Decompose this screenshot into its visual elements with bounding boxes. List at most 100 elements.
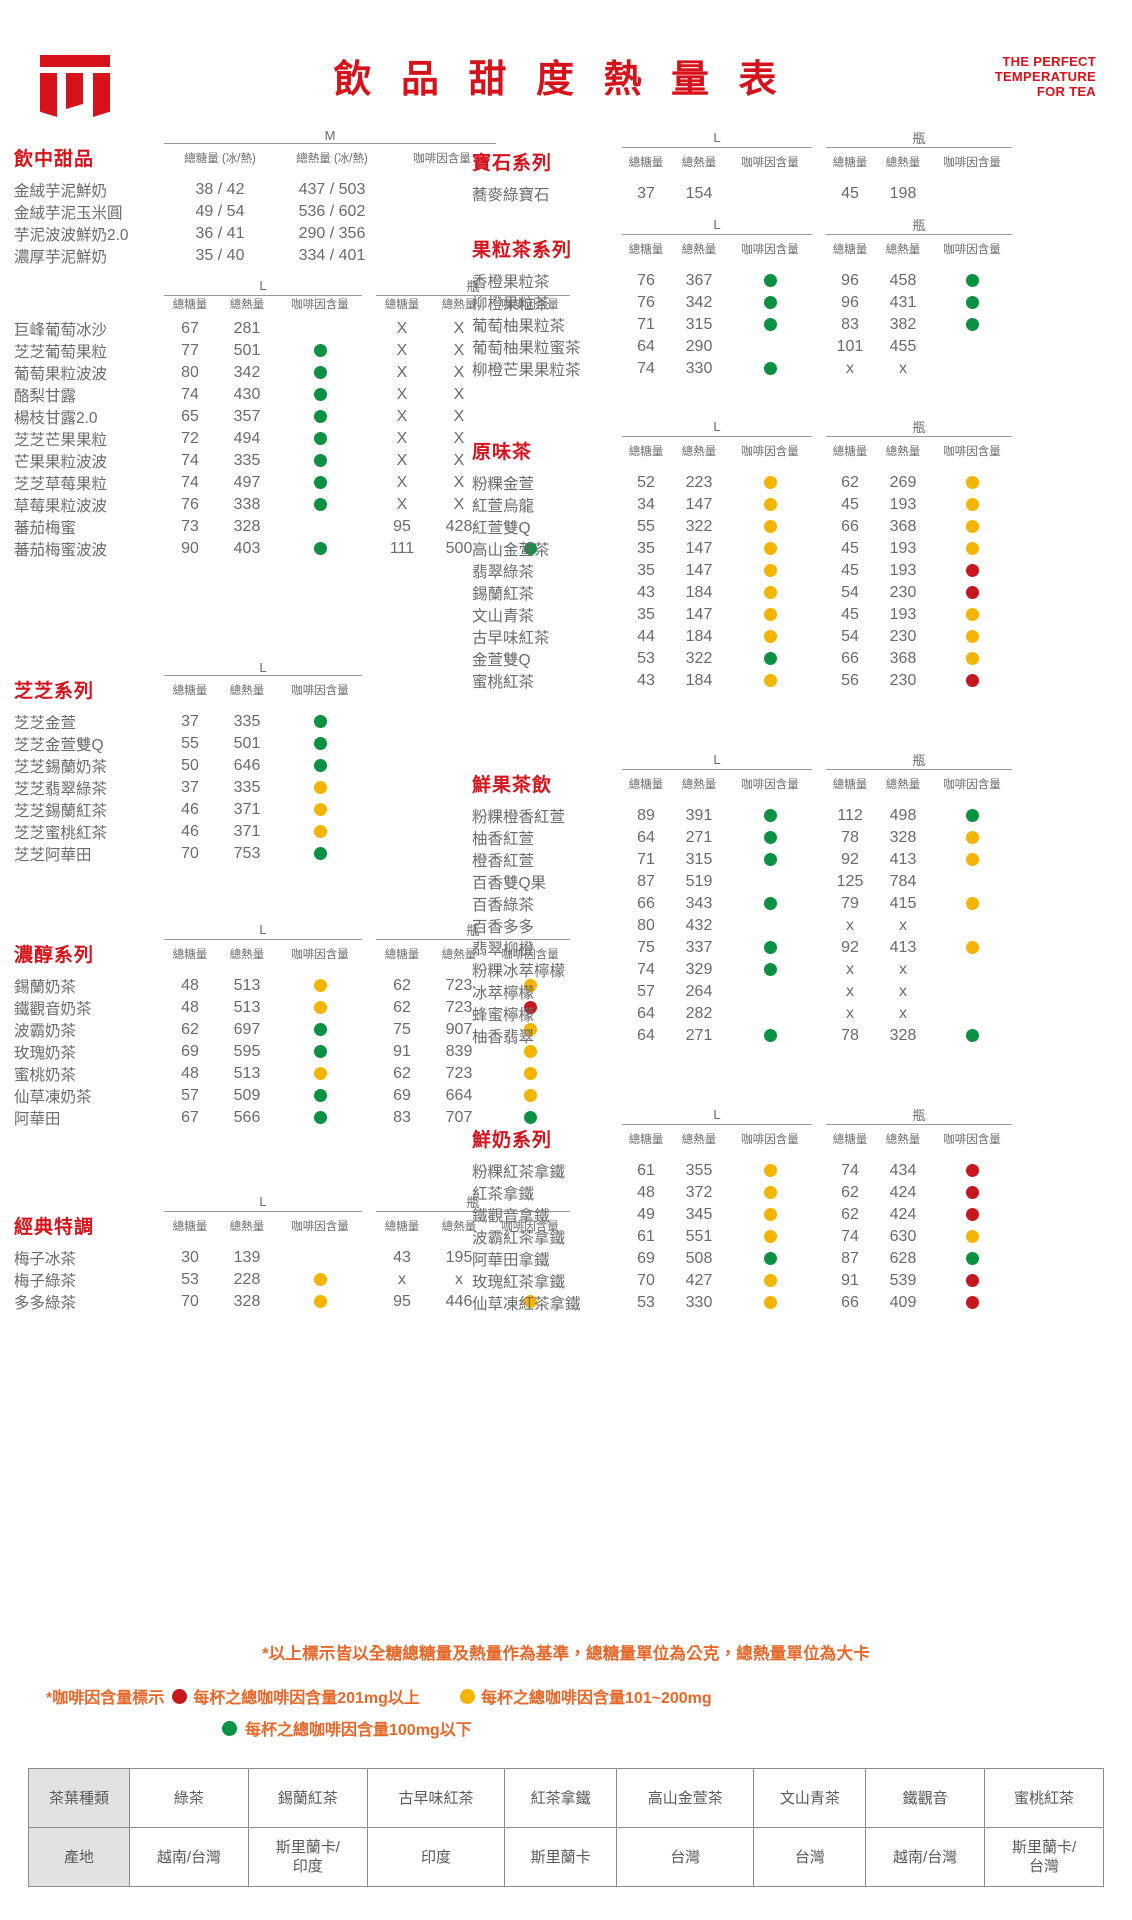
item-name: 鐵觀音拿鐵 — [472, 1207, 550, 1225]
column-header: 總熱量 — [885, 1134, 921, 1147]
caffeine-level-bottle — [932, 1270, 1012, 1292]
caffeine-level — [278, 1107, 362, 1129]
legend-green-dot-icon — [222, 1720, 237, 1736]
caffeine-level — [728, 582, 812, 604]
column-header: 總熱量 — [441, 1221, 477, 1234]
table-row: 玫瑰奶茶 69 595 91 839 — [14, 1041, 570, 1063]
item-name: 梅子冰茶 — [14, 1250, 77, 1268]
caffeine-yellow-dot-icon — [763, 497, 777, 511]
item-name: 蕎麥綠寶石 — [472, 186, 550, 204]
table-row: 濃厚芋泥鮮奶 35 / 40 334 / 401 — [14, 245, 496, 267]
item-name: 柚香紅萱 — [472, 830, 535, 848]
sugar-value-bottle: 54 — [841, 583, 859, 601]
column-header: 總糖量 — [832, 157, 868, 170]
item-name: 芝芝草莓果粒 — [14, 476, 108, 493]
calorie-value: 315 — [685, 850, 713, 868]
item-name: 蜜桃奶茶 — [14, 1066, 77, 1084]
column-header: 咖啡因含量 — [943, 446, 1001, 459]
caffeine-green-dot-icon — [965, 1028, 979, 1042]
column-header: 咖啡因含量 — [501, 1221, 559, 1234]
section-baoshi-series: L 瓶寶石系列 總糖量 總熱量 咖啡因含量 總糖量 總熱量 咖啡因含量 蕎麥綠寶石 37 154 45… — [472, 128, 1012, 205]
caffeine-yellow-dot-icon — [523, 1294, 537, 1308]
calorie-value: 536 / 602 — [298, 202, 366, 220]
sugar-value-bottle: 62 — [393, 976, 411, 994]
caffeine-green-dot-icon — [965, 317, 979, 331]
table-row: 橙香紅萱 71 315 92 413 — [472, 849, 1012, 871]
caffeine-level — [728, 336, 812, 358]
caffeine-yellow-dot-icon — [763, 1185, 777, 1199]
caffeine-level — [728, 981, 812, 1003]
sugar-value: 48 — [181, 1064, 199, 1082]
column-header: 總熱量 — [229, 685, 265, 698]
column-header: 咖啡因含量 — [501, 299, 559, 311]
caffeine-green-dot-icon — [965, 273, 979, 287]
calorie-value: 228 — [233, 1270, 261, 1288]
table-row: 阿華田拿鐵 69 508 87 628 — [472, 1248, 1012, 1270]
caffeine-yellow-dot-icon — [965, 519, 979, 533]
calorie-value-bottle: 198 — [889, 184, 917, 202]
item-name: 芝芝金萱 — [14, 714, 77, 732]
sugar-value-bottle: 45 — [841, 495, 859, 513]
caffeine-level-bottle — [490, 1019, 570, 1041]
calorie-value: 282 — [685, 1004, 713, 1022]
caffeine-level — [728, 538, 812, 560]
sugar-value: 53 — [637, 649, 655, 667]
calorie-value-bottle: 409 — [889, 1293, 917, 1311]
column-header: 總糖量 — [172, 1221, 208, 1234]
table-row: 蜂蜜檸檬 64 282 x x — [472, 1003, 1012, 1025]
table-row: 金絨芋泥玉米圓 49 / 54 536 / 602 — [14, 201, 496, 223]
column-header: 總糖量 — [832, 244, 868, 257]
sugar-value-bottle: 95 — [393, 518, 411, 535]
section-title: 寶石系列 — [472, 152, 553, 174]
sugar-value: 67 — [181, 1108, 199, 1126]
column-header: 咖啡因含量 — [501, 949, 559, 962]
size-label: L — [622, 1105, 812, 1125]
item-name: 香橙果粒茶 — [472, 273, 550, 291]
item-name: 巨峰葡萄冰沙 — [14, 322, 108, 339]
column-header: 咖啡因含量 — [291, 299, 349, 311]
sugar-value-bottle: 83 — [393, 1108, 411, 1126]
caffeine-level — [278, 1041, 362, 1063]
caffeine-green-dot-icon — [763, 962, 777, 976]
caffeine-yellow-dot-icon — [965, 830, 979, 844]
caffeine-level-bottle — [490, 1041, 570, 1063]
caffeine-green-dot-icon — [763, 830, 777, 844]
sugar-value: 55 — [181, 734, 199, 752]
column-header: 總糖量 (冰/熱) — [184, 153, 256, 166]
caffeine-green-dot-icon — [313, 454, 327, 468]
calorie-value: 566 — [233, 1108, 261, 1126]
sugar-value: 35 — [637, 539, 655, 557]
section-title: 原味茶 — [472, 441, 533, 463]
calorie-value-bottle: 193 — [889, 605, 917, 623]
table-xiannai-series: L 瓶鮮奶系列 總糖量 總熱量 咖啡因含量 總糖量 總熱量 咖啡因含量 粉粿紅茶拿鐵 61 355 7… — [472, 1105, 1012, 1314]
sugar-value: 64 — [637, 1004, 655, 1022]
calorie-value: 391 — [685, 806, 713, 824]
caffeine-yellow-dot-icon — [965, 629, 979, 643]
tea-type-cell: 蜜桃紅茶 — [984, 1768, 1104, 1828]
sugar-value: 49 / 54 — [195, 202, 245, 220]
column-header-row: 芝芝系列 總糖量 總熱量 咖啡因含量 — [14, 676, 362, 705]
caffeine-yellow-dot-icon — [763, 585, 777, 599]
calorie-value-bottle: 424 — [889, 1205, 917, 1223]
sugar-value: 36 / 41 — [195, 224, 245, 242]
caffeine-green-dot-icon — [313, 432, 327, 446]
sugar-value: 77 — [181, 342, 199, 359]
table-row: 芝芝金萱雙Q 55 501 — [14, 733, 362, 755]
footnote-caffeine-legend-green: 每杯之總咖啡因含量100mg以下 — [222, 1716, 1122, 1740]
table-row: 錫蘭奶茶 48 513 62 723 — [14, 975, 570, 997]
sugar-value-bottle: 45 — [841, 184, 859, 202]
calorie-value-bottle: 458 — [889, 271, 917, 289]
sugar-value: 46 — [181, 800, 199, 818]
sugar-value: 70 — [181, 1292, 199, 1310]
caffeine-green-dot-icon — [313, 542, 327, 556]
sugar-value-bottle: x — [846, 1004, 854, 1022]
caffeine-level — [278, 821, 362, 843]
sugar-value-bottle: X — [396, 430, 408, 447]
calorie-value: 328 — [233, 1292, 261, 1310]
caffeine-level — [278, 384, 362, 406]
calorie-value-bottle: 413 — [889, 850, 917, 868]
table-row: 粉粿金萱 52 223 62 269 — [472, 472, 1012, 494]
